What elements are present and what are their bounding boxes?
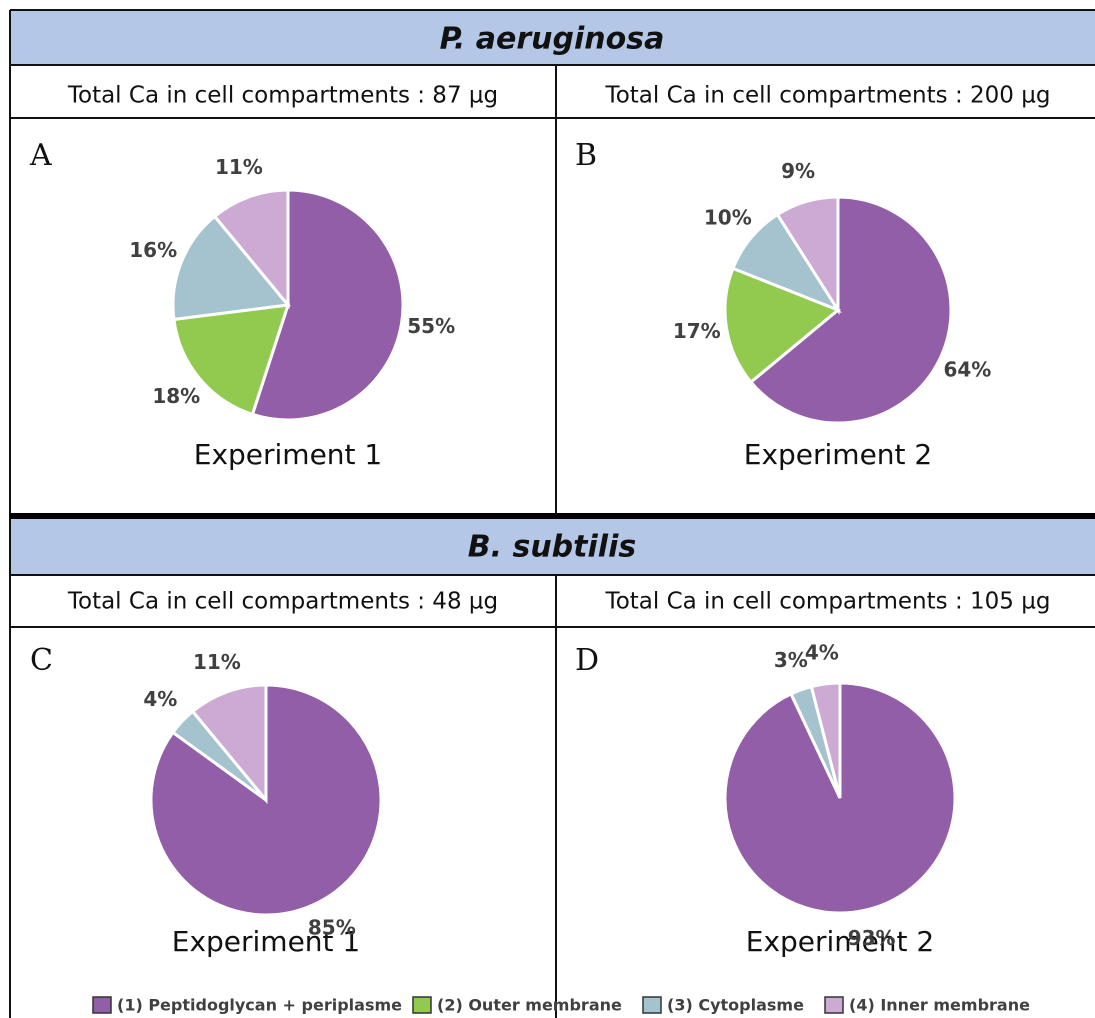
legend-label: (2) Outer membrane [437, 996, 622, 1015]
slice-label: 85% [308, 916, 356, 940]
slice-label: 11% [215, 155, 263, 179]
total-label: Total Ca in cell compartments : 48 µg [67, 589, 498, 615]
panel-letter: D [575, 643, 599, 678]
slice-label: 4% [805, 641, 839, 665]
slice-label: 4% [143, 687, 177, 711]
legend-swatch [824, 996, 844, 1014]
pie-caption: Experiment 2 [746, 925, 935, 958]
table-lines [9, 9, 1095, 1018]
total-label: Total Ca in cell compartments : 105 µg [605, 589, 1051, 615]
panel-letter: C [30, 643, 53, 678]
panel-letter: B [575, 138, 597, 173]
pie-slice [149, 683, 383, 917]
header-band [10, 518, 1095, 575]
slice-label: 3% [774, 648, 808, 672]
legend-label: (4) Inner membrane [849, 996, 1030, 1015]
slice-label: 9% [781, 159, 815, 183]
total-label: Total Ca in cell compartments : 200 µg [605, 83, 1051, 109]
legend-label: (1) Peptidoglycan + periplasme [117, 996, 402, 1015]
panel-letter: A [29, 138, 52, 173]
slice-label: 17% [673, 319, 721, 343]
pie-slice [723, 266, 841, 385]
slice-label: 18% [152, 384, 200, 408]
slice-label: 10% [704, 205, 752, 229]
pie-caption: Experiment 1 [172, 925, 361, 958]
pie-slice [748, 195, 953, 425]
legend-label: (3) Cytoplasme [667, 996, 804, 1015]
slice-label: 11% [193, 650, 241, 674]
pie-slice [190, 683, 268, 805]
pie-slice [172, 303, 291, 417]
legend-swatch [92, 996, 112, 1014]
pie-caption: Experiment 1 [194, 438, 383, 471]
pie-slice [775, 195, 840, 316]
section-title: P. aeruginosa [440, 22, 665, 57]
pie-slice [212, 188, 290, 310]
legend-swatch [412, 996, 432, 1014]
total-label: Total Ca in cell compartments : 87 µg [67, 83, 498, 109]
legend-swatch [642, 996, 662, 1014]
pie-slice [809, 681, 842, 799]
pie-slice [250, 188, 405, 422]
slice-label: 16% [129, 238, 177, 262]
header-band [10, 10, 1095, 65]
pie-caption: Experiment 2 [744, 438, 933, 471]
slice-label: 55% [407, 314, 455, 338]
section-title: B. subtilis [468, 530, 636, 565]
slice-label: 64% [943, 357, 991, 381]
pie-slice [171, 214, 291, 322]
slice-label: 93% [848, 926, 896, 950]
